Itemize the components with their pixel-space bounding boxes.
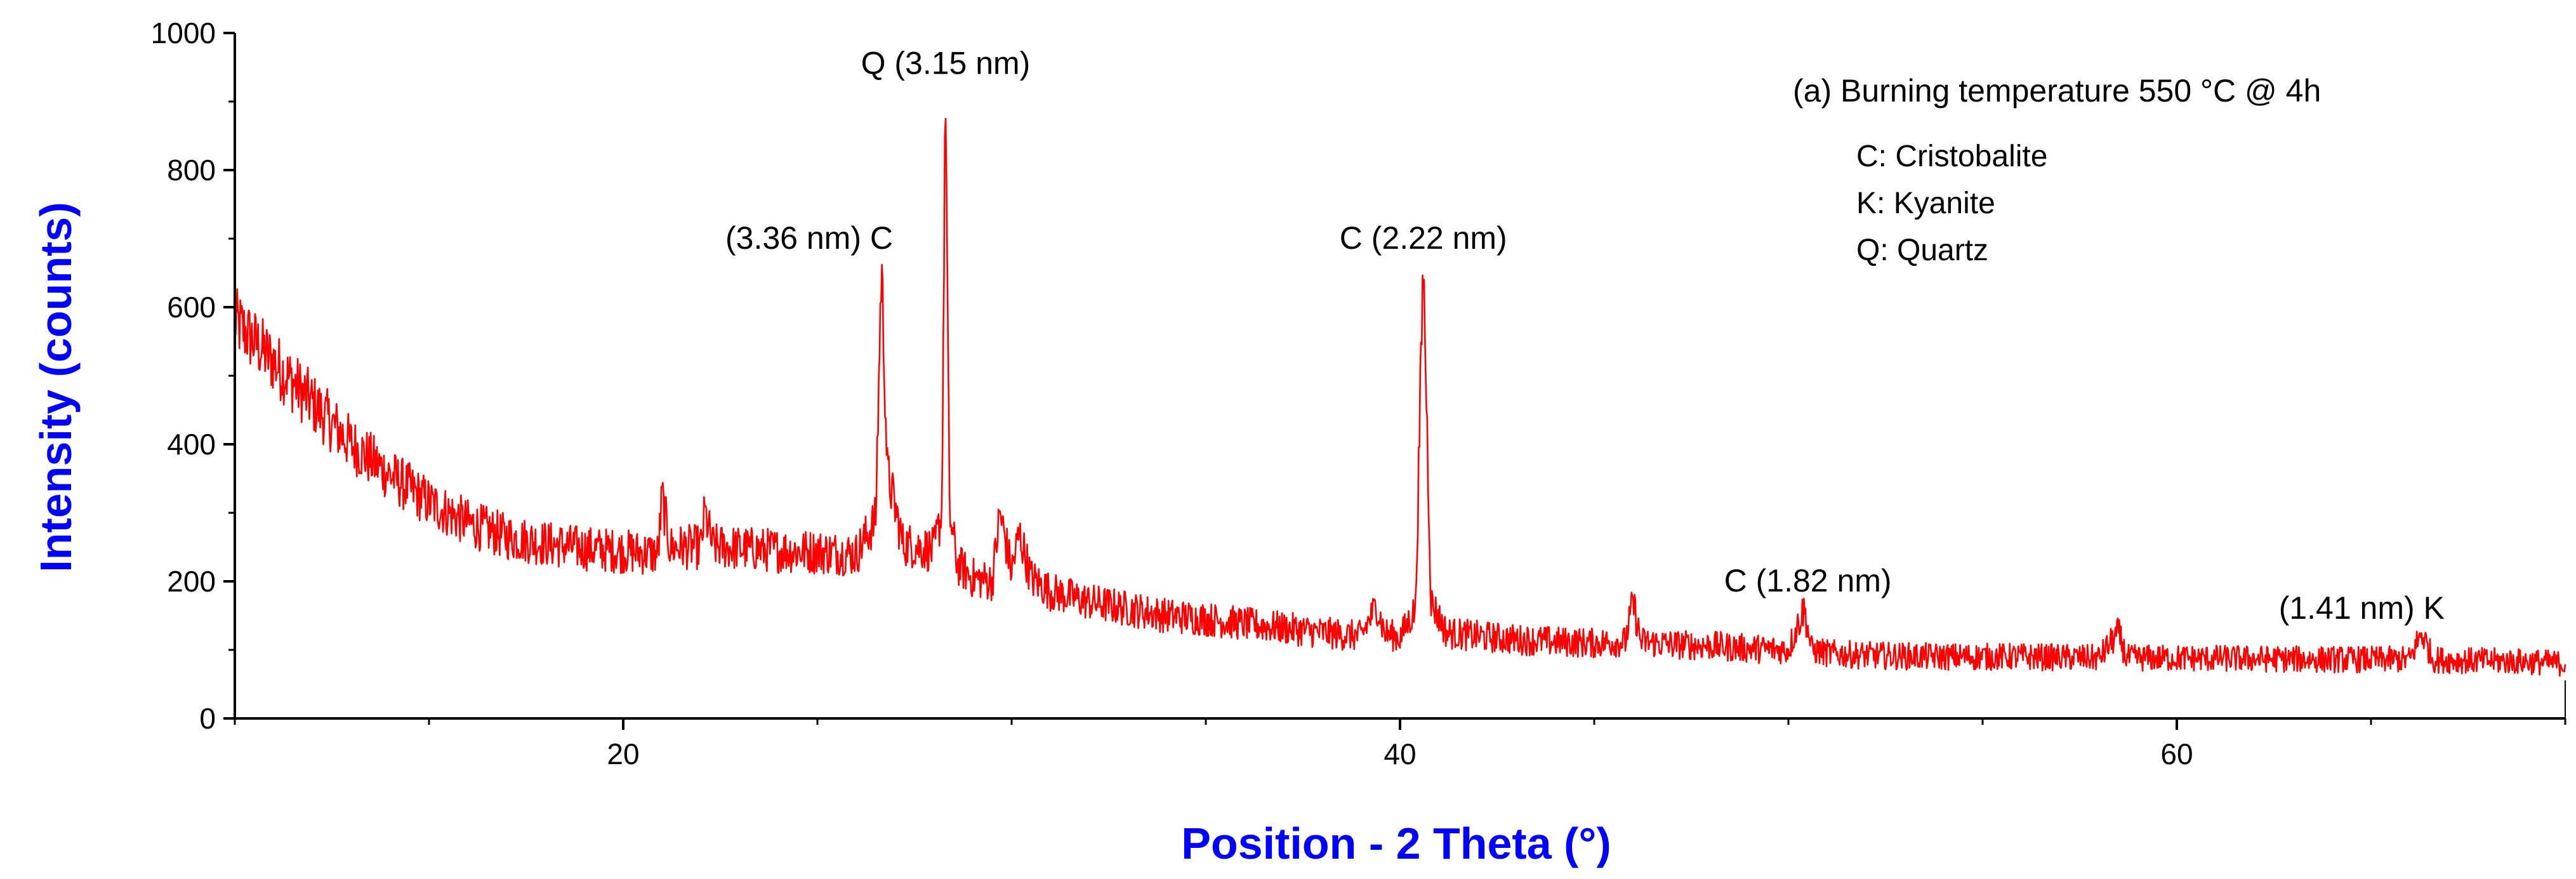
x-tick-label: 40 [1384,737,1416,770]
y-tick-label: 1000 [151,17,216,50]
y-ticks: 0 200 400 600 800 1000 [151,17,235,735]
y-tick-label: 400 [167,428,216,461]
peak-label: C (1.82 nm) [1724,563,1892,598]
peak-label: (3.36 nm) C [725,220,893,256]
y-tick-label: 200 [167,565,216,598]
x-tick-label: 20 [607,737,639,770]
peak-label: Q (3.15 nm) [861,45,1031,81]
legend-item: C: Cristobalite [1856,140,2047,173]
y-axis-title: Intensity (counts) [31,202,81,572]
y-tick-label: 800 [167,154,216,187]
peak-annotations: (3.36 nm) C Q (3.15 nm) C (2.22 nm) C (1.82… [725,45,2445,626]
legend: C: Cristobalite K: Kyanite Q: Quartz [1856,140,2047,267]
peak-label: (1.41 nm) K [2279,590,2445,626]
series-line [234,117,2566,677]
series-layer [234,117,2566,677]
legend-item: K: Kyanite [1856,187,1995,220]
x-ticks: 20 40 60 [234,718,2566,770]
y-tick-label: 0 [199,702,216,735]
x-tick-label: 60 [2160,737,2193,770]
chart-title: (a) Burning temperature 550 °C @ 4h [1793,73,2321,109]
x-axis-title: Position - 2 Theta (°) [1181,819,1611,868]
legend-item: Q: Quartz [1856,234,1988,267]
peak-label: C (2.22 nm) [1340,220,1507,256]
y-tick-label: 600 [167,291,216,324]
